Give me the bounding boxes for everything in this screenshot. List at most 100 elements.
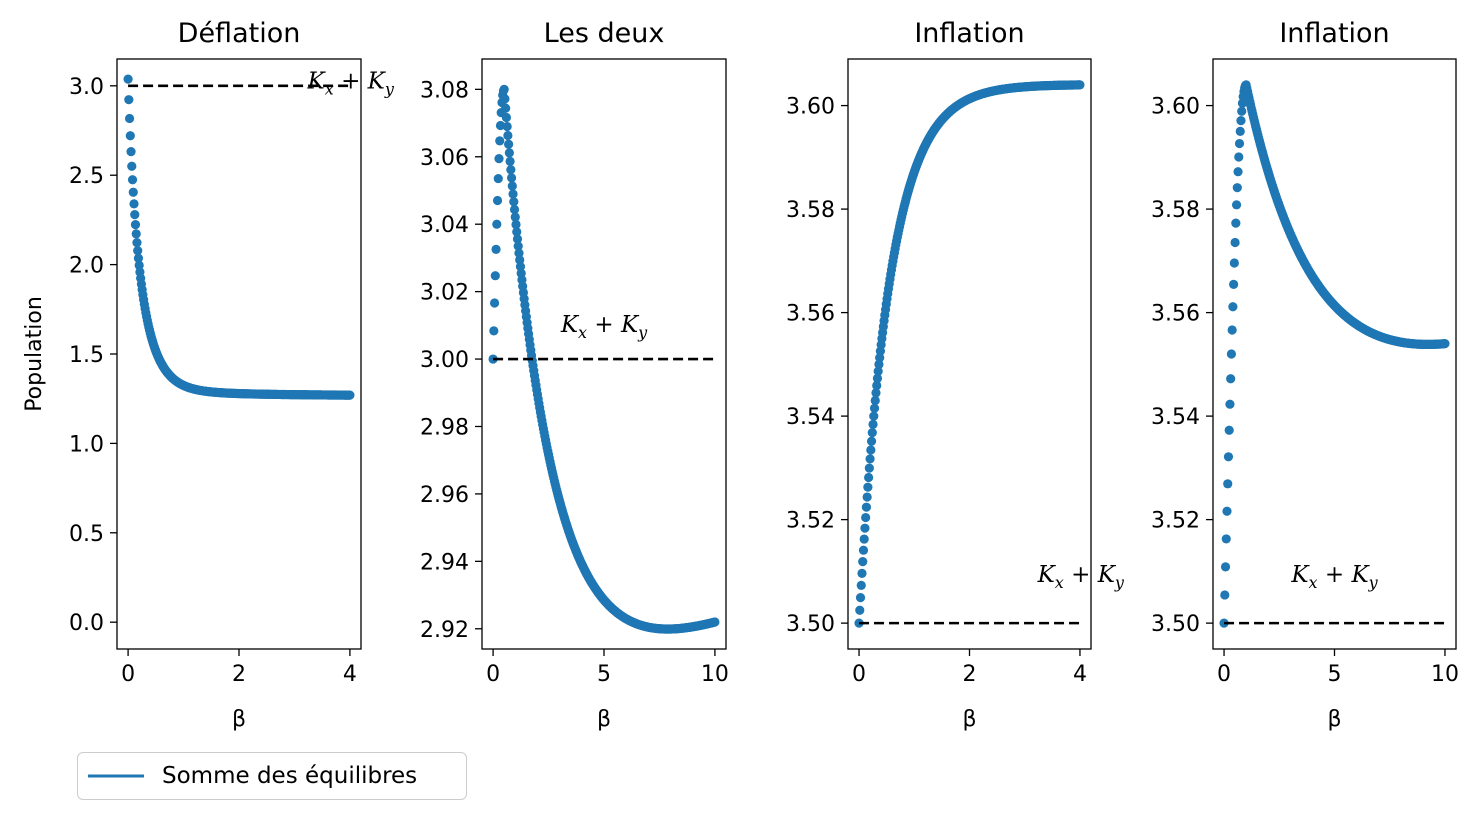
data-point xyxy=(860,524,869,533)
data-point xyxy=(1235,139,1244,148)
data-point xyxy=(503,122,512,131)
data-point xyxy=(501,104,510,113)
data-point xyxy=(345,391,354,400)
x-tick-label: 0 xyxy=(486,662,500,687)
data-point xyxy=(866,445,875,454)
subplot-title: Les deux xyxy=(544,18,665,49)
data-point xyxy=(504,140,513,149)
data-point xyxy=(502,113,511,122)
data-point xyxy=(1227,349,1236,358)
y-tick-label: 3.54 xyxy=(1151,405,1200,430)
data-point xyxy=(1228,302,1237,311)
data-point xyxy=(129,188,138,197)
y-tick-label: 3.60 xyxy=(1151,95,1200,120)
data-point xyxy=(127,162,136,171)
data-point xyxy=(859,546,868,555)
data-point xyxy=(868,428,877,437)
y-tick-label: 2.5 xyxy=(69,164,104,189)
data-point xyxy=(494,154,503,163)
data-point xyxy=(500,94,509,103)
x-tick-label: 2 xyxy=(232,662,246,687)
data-point xyxy=(858,557,867,566)
data-point xyxy=(1233,167,1242,176)
data-point xyxy=(857,581,866,590)
x-tick-label: 10 xyxy=(701,662,729,687)
data-point xyxy=(129,199,138,208)
data-point xyxy=(1230,258,1239,267)
y-tick-label: 3.50 xyxy=(786,612,835,637)
reference-annotation: Kx + Ky xyxy=(560,312,648,342)
data-point xyxy=(869,412,878,421)
data-point xyxy=(124,95,133,104)
series-points xyxy=(1219,80,1449,627)
x-tick-label: 4 xyxy=(1073,662,1087,687)
axes-frame xyxy=(848,59,1091,649)
data-point xyxy=(1440,339,1449,348)
data-point xyxy=(132,238,141,247)
data-point xyxy=(506,165,515,174)
data-point xyxy=(1230,238,1239,247)
x-tick-label: 5 xyxy=(1328,662,1342,687)
data-point xyxy=(1225,426,1234,435)
x-tick-label: 0 xyxy=(121,662,135,687)
data-point xyxy=(1236,116,1245,125)
data-point xyxy=(1075,80,1084,89)
data-point xyxy=(1237,107,1246,116)
data-point xyxy=(1226,374,1235,383)
data-point xyxy=(1236,127,1245,136)
data-point xyxy=(1228,325,1237,334)
legend-label: Somme des équilibres xyxy=(162,763,417,789)
y-tick-label: 3.60 xyxy=(786,95,835,120)
data-point xyxy=(125,114,134,123)
data-point xyxy=(1229,280,1238,289)
data-point xyxy=(123,75,132,84)
data-point xyxy=(1222,534,1231,543)
y-axis-label: Population xyxy=(22,296,47,412)
data-point xyxy=(126,131,135,140)
data-point xyxy=(1220,590,1229,599)
data-point xyxy=(861,513,870,522)
data-point xyxy=(864,473,873,482)
data-point xyxy=(491,245,500,254)
data-point xyxy=(500,85,509,94)
legend: Somme des équilibres xyxy=(77,752,467,800)
x-axis-label: β xyxy=(1327,707,1341,732)
subplot-3: 0 2 4 3.50 3.52 3.54 3.56 3.58 3.60 Inflation β Kx … xyxy=(786,18,1125,732)
data-point xyxy=(506,157,515,166)
y-tick-label: 2.94 xyxy=(420,550,469,575)
data-point xyxy=(132,229,141,238)
data-point xyxy=(492,220,501,229)
y-tick-label: 2.0 xyxy=(69,254,104,279)
data-point xyxy=(507,173,516,182)
data-point xyxy=(863,483,872,492)
subplot-1: 0 2 4 0.0 0.5 1.0 1.5 2.0 2.5 3.0 Déflation β Popula… xyxy=(22,18,395,732)
data-point xyxy=(855,606,864,615)
y-tick-label: 3.02 xyxy=(420,281,469,306)
data-point xyxy=(865,464,874,473)
subplot-2: 0 5 102.922.942.962.983.003.023.043.063.08… xyxy=(420,18,729,732)
data-point xyxy=(863,492,872,501)
y-tick-label: 1.0 xyxy=(69,432,104,457)
data-point xyxy=(508,181,517,190)
data-point xyxy=(868,420,877,429)
y-tick-label: 3.52 xyxy=(1151,509,1200,534)
x-axis-label: β xyxy=(962,707,976,732)
data-point xyxy=(865,454,874,463)
data-point xyxy=(128,175,137,184)
subplot-title: Déflation xyxy=(178,18,301,49)
y-tick-label: 3.54 xyxy=(786,405,835,430)
data-point xyxy=(1223,479,1232,488)
reference-annotation: Kx + Ky xyxy=(307,68,395,98)
y-tick-label: 1.5 xyxy=(69,343,104,368)
data-point xyxy=(490,298,499,307)
data-point xyxy=(860,534,869,543)
x-tick-label: 0 xyxy=(852,662,866,687)
data-point xyxy=(1224,452,1233,461)
data-point xyxy=(1222,507,1231,516)
data-point xyxy=(1221,562,1230,571)
data-point xyxy=(489,326,498,335)
x-tick-label: 2 xyxy=(963,662,977,687)
y-tick-label: 3.0 xyxy=(69,75,104,100)
data-point xyxy=(494,174,503,183)
